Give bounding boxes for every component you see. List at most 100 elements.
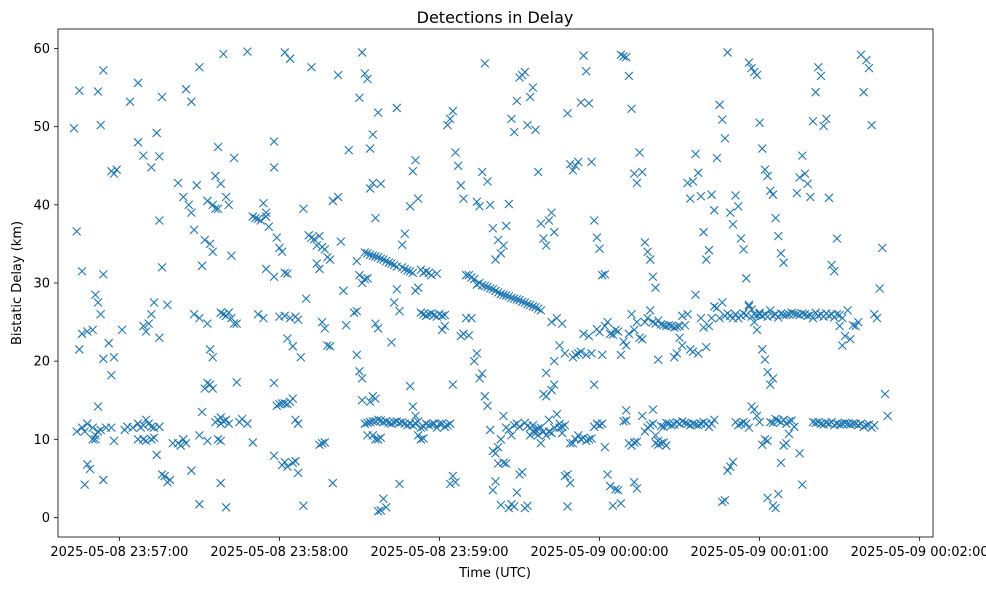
data-point	[808, 116, 818, 126]
data-point	[373, 434, 383, 444]
data-point	[504, 503, 514, 513]
data-point	[363, 273, 372, 283]
data-point	[576, 98, 586, 107]
data-point	[403, 266, 412, 275]
data-point	[736, 234, 746, 243]
data-point	[576, 347, 586, 357]
data-point	[771, 414, 780, 424]
data-point	[349, 308, 359, 318]
data-point	[133, 78, 143, 88]
data-point	[541, 241, 551, 250]
data-point	[661, 441, 671, 450]
data-point	[579, 51, 588, 60]
data-point	[256, 216, 266, 225]
data-point	[253, 214, 263, 224]
data-point	[400, 264, 410, 274]
data-point	[483, 401, 492, 411]
data-point	[517, 467, 527, 477]
data-point	[360, 419, 370, 429]
data-point	[405, 381, 415, 391]
data-point	[504, 199, 514, 209]
data-point	[224, 419, 234, 429]
data-point	[811, 87, 821, 97]
x-tick-label: 2025-05-08 23:57:00	[50, 545, 188, 560]
data-point	[408, 268, 418, 278]
data-point	[656, 320, 666, 329]
y-tick-label: 10	[33, 433, 50, 448]
data-point	[640, 427, 650, 436]
data-point	[741, 419, 751, 429]
data-point	[803, 311, 813, 321]
data-point	[229, 319, 239, 329]
data-point	[432, 269, 442, 279]
data-point	[317, 317, 327, 327]
data-point	[627, 309, 636, 319]
data-point	[411, 411, 420, 421]
data-point	[315, 440, 324, 450]
data-point	[376, 433, 386, 443]
data-point	[771, 213, 780, 223]
data-point	[699, 323, 708, 332]
data-point	[621, 416, 631, 425]
y-axis-label: Bistatic Delay (km)	[10, 221, 25, 345]
data-point	[467, 313, 476, 323]
data-point	[293, 315, 303, 325]
data-point	[672, 417, 682, 427]
data-point	[496, 434, 506, 444]
data-point	[667, 420, 676, 430]
data-point	[421, 419, 431, 429]
data-point	[776, 458, 786, 468]
data-point	[701, 255, 711, 264]
data-point	[413, 431, 423, 440]
data-point	[691, 420, 700, 429]
data-point	[824, 311, 834, 321]
data-point	[816, 71, 826, 81]
data-point	[261, 208, 271, 218]
data-point	[117, 325, 127, 335]
data-point	[269, 451, 279, 461]
data-point	[368, 178, 378, 188]
data-point	[755, 309, 764, 319]
data-point	[125, 97, 135, 107]
data-point	[632, 437, 642, 447]
data-point	[504, 291, 514, 301]
data-point	[224, 308, 234, 318]
data-point	[72, 427, 82, 436]
data-point	[253, 309, 263, 319]
data-point	[483, 282, 492, 292]
data-point	[795, 310, 805, 320]
data-point	[261, 264, 271, 274]
data-point	[194, 313, 204, 323]
data-point	[765, 305, 775, 315]
data-point	[619, 51, 628, 61]
data-point	[648, 419, 658, 429]
data-point	[501, 291, 511, 300]
data-point	[275, 399, 284, 409]
data-point	[568, 438, 578, 448]
y-tick-label: 30	[33, 277, 50, 292]
data-point	[317, 438, 327, 448]
data-point	[421, 266, 431, 276]
data-point	[640, 237, 650, 247]
data-point	[98, 66, 108, 75]
data-point	[512, 96, 522, 106]
data-point	[365, 417, 375, 427]
data-point	[82, 419, 92, 429]
data-point	[288, 458, 298, 468]
data-point	[405, 202, 415, 211]
data-point	[69, 123, 79, 133]
data-point	[387, 259, 396, 268]
data-point	[299, 501, 308, 511]
data-point	[301, 294, 311, 304]
data-point	[635, 333, 644, 343]
data-point	[709, 205, 719, 215]
data-point	[363, 431, 372, 440]
data-point	[493, 287, 503, 297]
data-point	[74, 86, 84, 96]
data-point	[768, 190, 778, 200]
data-point	[373, 323, 383, 333]
data-point	[106, 370, 116, 380]
data-point	[763, 367, 772, 377]
data-point	[146, 309, 156, 319]
data-point	[691, 149, 700, 159]
